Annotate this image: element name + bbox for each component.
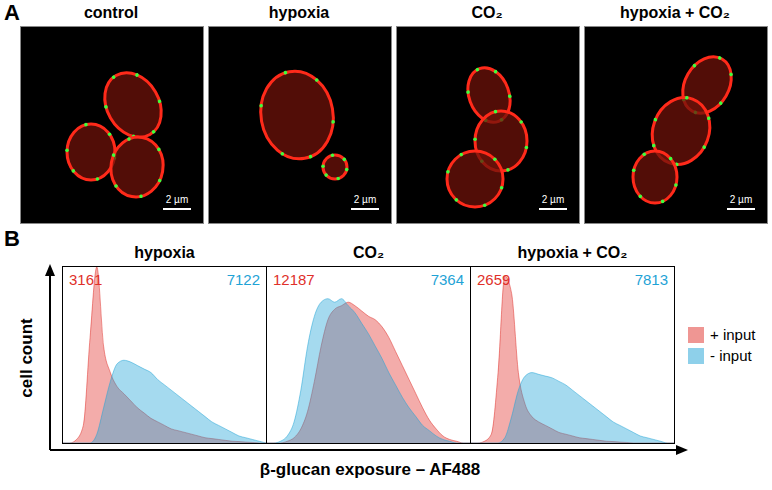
- html-text:B: B: [4, 226, 20, 251]
- svg-text:2 µm: 2 µm: [166, 194, 188, 205]
- html-text:12187: 12187: [273, 271, 315, 288]
- html-text:hypoxia + CO₂: hypoxia + CO₂: [517, 244, 628, 261]
- html-text:CO₂: CO₂: [471, 4, 503, 21]
- html-text:A: A: [4, 0, 20, 25]
- html-text:3161: 3161: [69, 271, 103, 288]
- html-text:hypoxia: hypoxia: [268, 4, 330, 21]
- html-text:+ input: + input: [710, 326, 756, 343]
- html-text:CO₂: CO₂: [352, 244, 384, 261]
- html-text:7364: 7364: [430, 271, 464, 288]
- html-text:2659: 2659: [477, 271, 511, 288]
- html-text:control: control: [83, 4, 139, 21]
- svg-text:2 µm: 2 µm: [730, 194, 752, 205]
- svg-text:cell count: cell count: [17, 318, 36, 398]
- html-text:hypoxia: hypoxia: [134, 244, 195, 261]
- svg-text:2 µm: 2 µm: [354, 194, 376, 205]
- html-text:7122: 7122: [226, 271, 260, 288]
- html-text:7813: 7813: [634, 271, 668, 288]
- html-text:- input: - input: [710, 347, 752, 364]
- html-text:hypoxia + CO₂: hypoxia + CO₂: [620, 4, 730, 21]
- svg-text:2 µm: 2 µm: [542, 194, 564, 205]
- svg-text:β-glucan exposure – AF488: β-glucan exposure – AF488: [260, 460, 480, 479]
